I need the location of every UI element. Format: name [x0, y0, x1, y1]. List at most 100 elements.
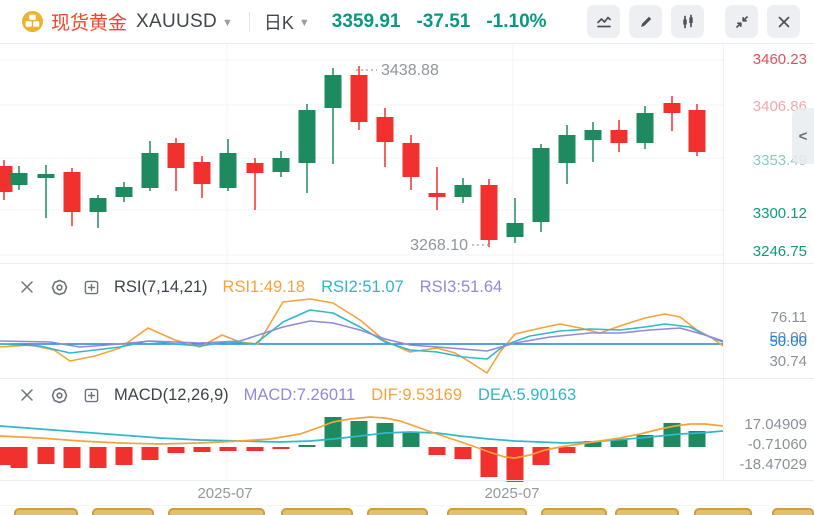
rsi1-value: RSI1:49.18	[222, 277, 306, 296]
candle-body	[298, 110, 316, 163]
pane-separator	[0, 480, 814, 481]
macd-chart-canvas[interactable]	[0, 378, 723, 485]
candle-body	[167, 143, 185, 168]
bottom-bar-chip[interactable]	[281, 508, 353, 515]
price-axis-border	[723, 45, 724, 480]
candle-body	[115, 187, 133, 197]
rsi-title: RSI(7,14,21)	[114, 277, 208, 296]
gold-coin-icon	[22, 11, 43, 32]
macd-expand-button[interactable]	[82, 386, 100, 404]
interval-dropdown-caret-icon[interactable]: ▼	[298, 16, 310, 29]
dea-value: DEA:5.90163	[478, 385, 577, 404]
close-icon	[778, 16, 789, 27]
high-price-label: 3438.88	[381, 62, 439, 79]
candle-body	[688, 110, 706, 152]
line-chart-button[interactable]	[587, 5, 620, 38]
symbol-dropdown-caret-icon[interactable]: ▼	[222, 16, 233, 29]
price-axis-label: 3246.75	[752, 243, 807, 260]
candle-body	[558, 135, 576, 163]
time-axis-label: 2025-07	[484, 485, 540, 502]
rsi-expand-button[interactable]	[82, 278, 100, 296]
macd-bar	[272, 447, 290, 449]
plus-square-icon	[84, 280, 98, 294]
candle-body	[663, 103, 681, 113]
candle-body	[193, 162, 211, 184]
rsi-50-label: 50.00	[769, 333, 807, 350]
bottom-bar-chip[interactable]	[541, 508, 607, 515]
macd-axis-label: -0.71060	[747, 436, 807, 453]
symbol-code[interactable]: XAUUSD	[136, 10, 217, 32]
macd-remove-button[interactable]	[18, 386, 36, 404]
rsi-remove-button[interactable]	[18, 278, 36, 296]
macd-bar	[610, 439, 628, 447]
axis-collapse-tab[interactable]: <	[792, 108, 814, 164]
close-chart-button[interactable]	[767, 5, 800, 38]
bottom-bar-chip[interactable]	[14, 508, 78, 515]
candle-body	[532, 148, 550, 222]
time-axis[interactable]: 2025-07 2025-07	[0, 480, 814, 505]
macd-bar	[37, 447, 55, 464]
candlestick-style-button[interactable]	[671, 5, 704, 38]
macd-settings-button[interactable]	[50, 386, 68, 404]
candle-body	[506, 223, 524, 237]
rsi-settings-button[interactable]	[50, 278, 68, 296]
candlestick-icon	[682, 14, 693, 28]
candle-body	[246, 163, 264, 173]
dif-line	[0, 416, 723, 459]
plus-square-icon	[84, 388, 98, 402]
macd-bar	[402, 433, 420, 447]
candle-body	[63, 172, 81, 212]
bottom-bar-chip[interactable]	[615, 508, 679, 515]
close-icon	[21, 281, 33, 293]
candle-body	[219, 153, 237, 188]
collapse-chart-button[interactable]	[725, 5, 758, 38]
last-price: 3359.91	[331, 10, 401, 32]
rsi-indicator-header: RSI(7,14,21) RSI1:49.18 RSI2:51.07 RSI3:…	[18, 276, 518, 298]
pencil-icon	[640, 16, 651, 27]
macd-title: MACD(12,26,9)	[114, 385, 229, 404]
bottom-bar-chip[interactable]	[447, 508, 527, 515]
macd-bar	[219, 447, 237, 451]
bottom-bar-chip[interactable]	[92, 508, 154, 515]
interval-selector[interactable]: 日K	[263, 12, 294, 33]
candle-body	[376, 117, 394, 142]
macd-value: MACD:7.26011	[243, 385, 356, 404]
candle-body	[480, 185, 498, 240]
price-chart-canvas[interactable]	[0, 45, 723, 263]
candle-body	[324, 75, 342, 108]
rsi2-line	[0, 309, 723, 360]
line-chart-icon	[596, 16, 611, 27]
draw-button[interactable]	[629, 5, 662, 38]
rsi-chart-canvas[interactable]	[0, 263, 723, 378]
macd-axis-label: 17.04909	[744, 416, 807, 433]
rsi2-value: RSI2:51.07	[321, 277, 404, 296]
macd-bar	[350, 421, 368, 447]
bottom-bar-chip[interactable]	[772, 508, 814, 515]
chart-toolbar	[587, 5, 814, 38]
collapse-arrows-icon	[735, 15, 748, 28]
candle-body	[584, 130, 602, 140]
rsi3-line	[0, 320, 723, 352]
rsi1-line	[0, 298, 723, 374]
macd-bar	[428, 447, 446, 455]
bottom-bar-chip[interactable]	[367, 508, 428, 515]
candle-body	[636, 113, 654, 143]
right-axis-column: 3460.23 3406.86 3353.49 3300.12 3246.75 76.11…	[723, 0, 814, 515]
macd-bar	[0, 447, 13, 465]
macd-bar	[532, 447, 550, 465]
candle-body	[402, 143, 420, 177]
candle-body	[610, 130, 628, 143]
bottom-bar-chip[interactable]	[168, 508, 265, 515]
candle-body	[37, 174, 55, 178]
macd-bar	[193, 447, 211, 452]
macd-bar	[10, 447, 28, 468]
candle-body	[350, 75, 368, 122]
macd-bar	[454, 447, 472, 459]
header-divider	[248, 11, 250, 32]
bottom-bar-chip[interactable]	[694, 508, 752, 515]
price-change-percent: -1.10%	[486, 10, 547, 32]
macd-bar	[298, 445, 316, 447]
macd-bar	[584, 441, 602, 447]
macd-bar	[141, 447, 159, 460]
pane-separator	[0, 378, 814, 379]
